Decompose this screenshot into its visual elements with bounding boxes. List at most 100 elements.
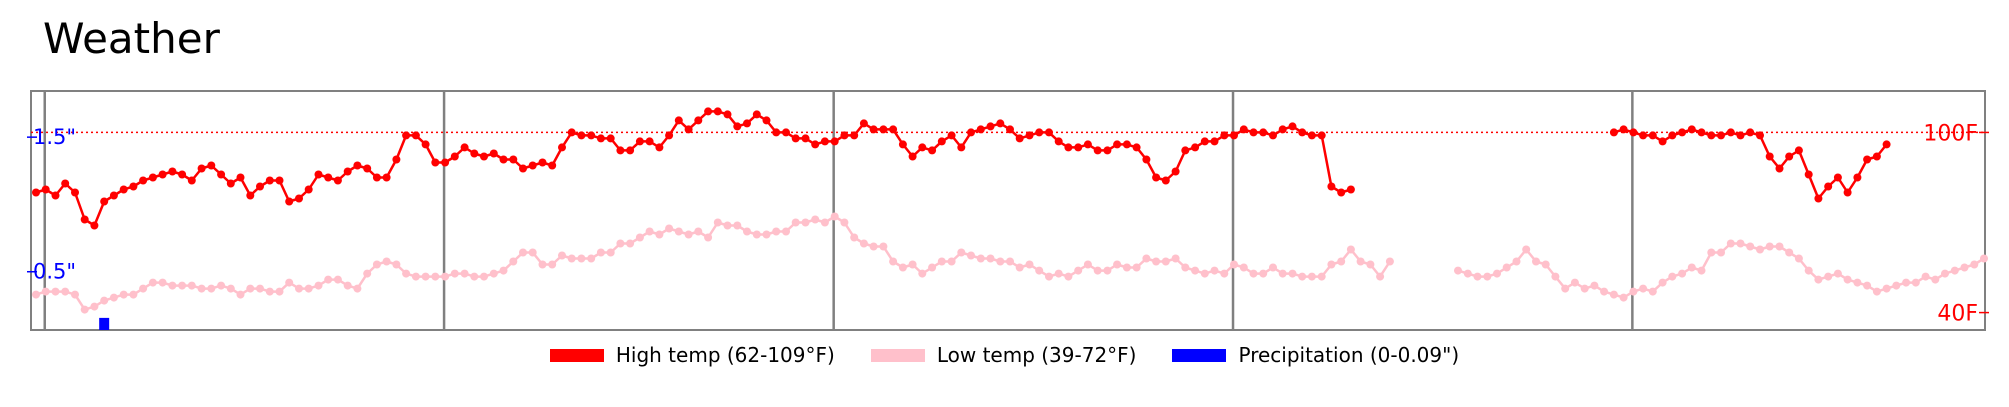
series-0-point-95: [957, 143, 966, 152]
series-0-point-1: [41, 185, 50, 194]
series-0-point-127: [1269, 131, 1277, 140]
series-3-point-10: [1551, 272, 1560, 281]
series-1-point-27: [1872, 152, 1881, 161]
series-0-point-20: [226, 179, 235, 188]
series-2-point-36: [382, 257, 391, 266]
series-0-point-107: [1074, 143, 1083, 152]
series-1-point-7: [1678, 128, 1687, 137]
series-2-point-0: [32, 290, 40, 299]
series-2-point-124: [1239, 263, 1248, 272]
series-2-point-79: [801, 218, 810, 227]
series-2-point-65: [665, 224, 674, 233]
series-0-point-116: [1161, 176, 1170, 185]
series-0-point-28: [304, 185, 313, 194]
series-2-point-100: [1006, 257, 1014, 266]
series-0-point-62: [635, 137, 644, 146]
series-0-point-96: [967, 128, 975, 137]
series-0-point-41: [431, 158, 440, 167]
series-0-point-30: [324, 173, 333, 182]
series-2-point-122: [1220, 269, 1229, 278]
series-3-point-48: [1921, 272, 1930, 281]
series-1-point-3: [1639, 131, 1648, 140]
series-2-point-7: [100, 296, 109, 305]
series-0-point-75: [762, 116, 771, 125]
series-1-point-12: [1726, 128, 1735, 137]
series-2-point-55: [567, 254, 576, 263]
series-3-point-16: [1609, 290, 1618, 299]
chart-title: Weather: [43, 14, 220, 63]
series-0-point-72: [733, 122, 742, 131]
series-3-point-4: [1493, 269, 1501, 278]
series-1-point-9: [1697, 128, 1706, 137]
series-0-point-92: [928, 146, 937, 155]
series-2-point-73: [743, 227, 751, 236]
series-0-point-118: [1181, 146, 1190, 155]
series-0-point-21: [236, 173, 245, 182]
series-2-point-16: [187, 281, 196, 290]
series-0-point-113: [1132, 143, 1141, 152]
series-2-point-8: [109, 293, 118, 302]
series-3-point-5: [1502, 263, 1511, 272]
series-2-point-90: [908, 260, 917, 269]
series-0-point-16: [187, 176, 196, 185]
series-2-point-139: [1385, 257, 1394, 266]
series-0-point-111: [1113, 140, 1122, 149]
series-2-point-17: [197, 284, 206, 293]
series-1-point-17: [1775, 164, 1784, 173]
legend-item-low-temp: Low temp (39-72°F): [870, 343, 1137, 367]
precip-tick-label-1: 0.5": [33, 260, 76, 284]
series-2-point-87: [879, 242, 888, 251]
series-1-point-1: [1619, 125, 1628, 134]
series-3-point-49: [1931, 275, 1940, 284]
series-3-point-12: [1570, 278, 1579, 287]
series-0-point-38: [402, 131, 411, 140]
series-3-point-27: [1717, 248, 1725, 257]
legend-label-precipitation: Precipitation (0-0.09"): [1238, 343, 1460, 367]
series-1-point-24: [1843, 188, 1852, 197]
series-3-point-23: [1678, 269, 1687, 278]
series-2-point-129: [1288, 269, 1297, 278]
series-3-point-28: [1726, 239, 1735, 248]
series-2-point-105: [1054, 269, 1063, 278]
series-0-point-83: [840, 131, 849, 140]
series-2-point-31: [333, 275, 342, 284]
series-0-point-109: [1093, 146, 1102, 155]
legend-item-precipitation: Precipitation (0-0.09"): [1172, 343, 1459, 367]
series-2-point-89: [898, 263, 907, 272]
series-0-point-42: [441, 158, 450, 167]
series-2-point-32: [343, 281, 352, 290]
series-0-point-6: [90, 221, 99, 230]
series-2-point-34: [363, 269, 372, 278]
legend-label-low-temp: Low temp (39-72°F): [936, 343, 1137, 367]
series-0-point-58: [596, 134, 605, 143]
series-2-point-94: [947, 257, 956, 266]
series-3-point-13: [1580, 284, 1589, 293]
series-0-point-115: [1152, 173, 1161, 182]
series-0-point-104: [1045, 128, 1053, 137]
series-0-point-3: [61, 179, 70, 188]
series-2-point-52: [538, 260, 547, 269]
series-0-point-46: [480, 152, 488, 161]
series-2-point-86: [869, 242, 878, 251]
series-2-point-114: [1142, 254, 1151, 263]
series-3-point-20: [1648, 287, 1657, 296]
series-3-point-51: [1950, 266, 1959, 275]
series-0-point-103: [1035, 128, 1044, 137]
series-0-point-88: [889, 125, 898, 134]
series-2-point-60: [616, 239, 625, 248]
series-0-point-91: [918, 143, 927, 152]
series-2-point-68: [694, 227, 703, 236]
series-2-point-51: [528, 248, 537, 257]
series-0-point-54: [558, 143, 566, 152]
series-2-point-88: [889, 257, 898, 266]
series-3-point-46: [1902, 278, 1911, 287]
series-2-point-115: [1152, 257, 1161, 266]
series-0-point-52: [538, 158, 547, 167]
series-2-point-37: [392, 260, 401, 269]
series-0-point-51: [528, 161, 537, 170]
series-0-point-56: [577, 131, 586, 140]
series-0-point-98: [986, 122, 995, 131]
series-0-point-89: [898, 140, 907, 149]
series-0-point-11: [139, 176, 148, 185]
